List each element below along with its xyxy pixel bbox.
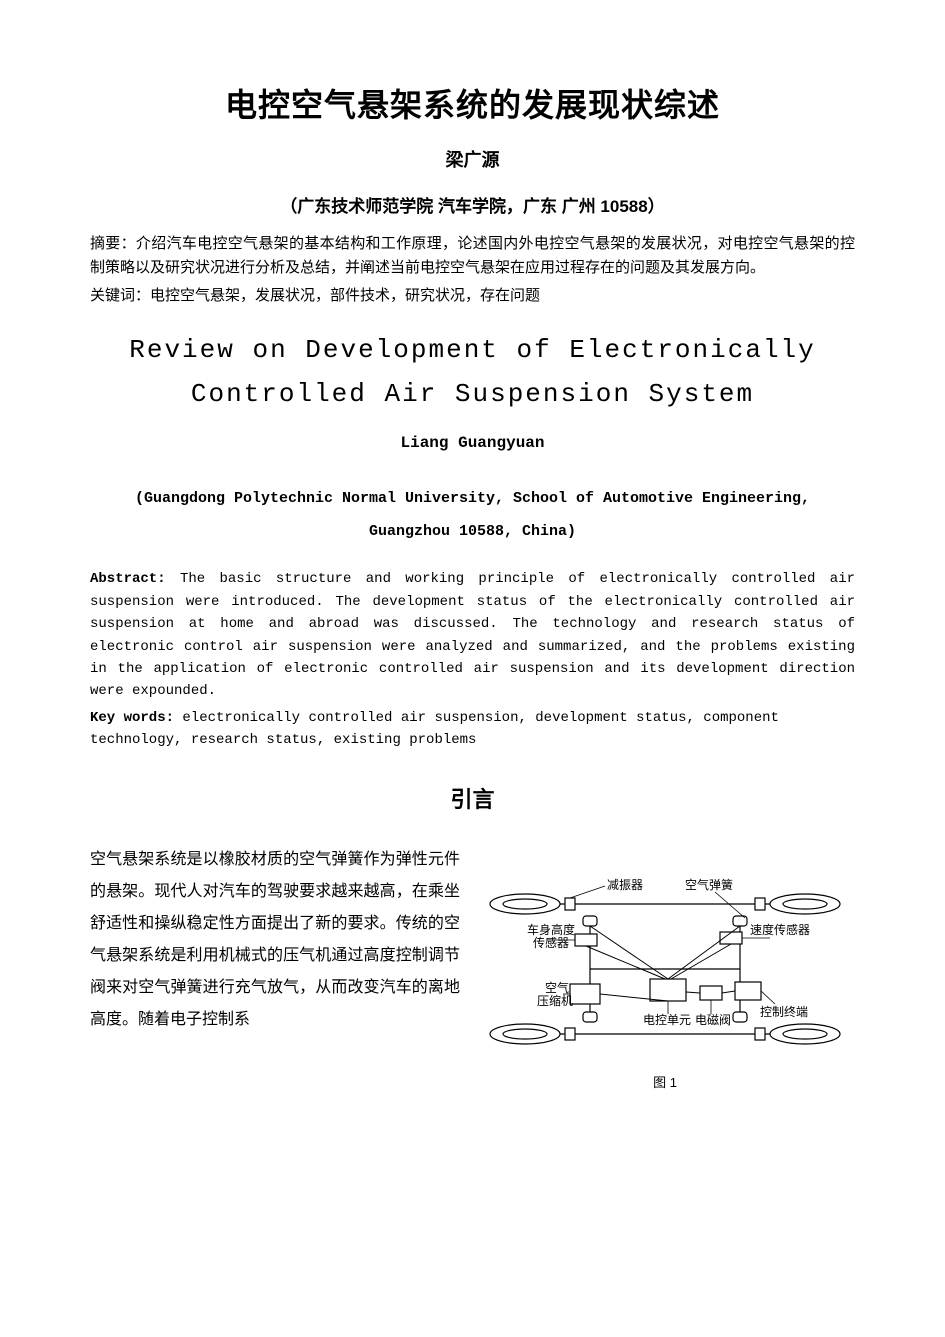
abstract-cn-text: 介绍汽车电控空气悬架的基本结构和工作原理，论述国内外电控空气悬架的发展状况，对电… — [90, 236, 855, 276]
abstract-en-label: Abstract: — [90, 571, 166, 587]
abstract-en: Abstract: The basic structure and workin… — [90, 568, 855, 702]
title-en: Review on Development of Electronically … — [90, 328, 855, 416]
affiliation-en: (Guangdong Polytechnic Normal University… — [90, 482, 855, 548]
abstract-cn: 摘要：介绍汽车电控空气悬架的基本结构和工作原理，论述国内外电控空气悬架的发展状况… — [90, 232, 855, 280]
author-cn: 梁广源 — [90, 146, 855, 172]
section-heading-intro: 引言 — [90, 782, 855, 814]
author-en: Liang Guangyuan — [90, 434, 855, 452]
label-compressor-l1: 空气 — [545, 980, 569, 995]
label-ecu: 电控单元 — [643, 1013, 691, 1027]
label-speed-sensor: 速度传感器 — [750, 922, 810, 937]
label-terminal: 控制终端 — [760, 1004, 808, 1019]
label-damper: 减振器 — [607, 878, 643, 892]
body-content: 减振器 空气弹簧 车身高度 传感器 速度传感器 空气 压缩机 电控单元 — [90, 844, 855, 1091]
label-height-sensor-l1: 车身高度 — [527, 922, 575, 937]
label-compressor-l2: 压缩机 — [537, 993, 573, 1008]
keywords-en: Key words: electronically controlled air… — [90, 707, 855, 752]
title-cn: 电控空气悬架系统的发展现状综述 — [90, 80, 855, 126]
keywords-cn-label: 关键词： — [90, 288, 150, 304]
figure-1-caption: 图 1 — [475, 1072, 855, 1091]
abstract-en-text: The basic structure and working principl… — [90, 571, 855, 699]
keywords-en-text: electronically controlled air suspension… — [90, 710, 779, 748]
suspension-diagram-svg: 减振器 空气弹簧 车身高度 传感器 速度传感器 空气 压缩机 电控单元 — [475, 874, 855, 1064]
label-height-sensor-l2: 传感器 — [533, 935, 569, 950]
keywords-en-label: Key words: — [90, 710, 174, 726]
affiliation-cn: （广东技术师范学院 汽车学院，广东 广州 10588） — [90, 192, 855, 217]
keywords-cn-text: 电控空气悬架，发展状况，部件技术，研究状况，存在问题 — [150, 288, 540, 304]
figure-1: 减振器 空气弹簧 车身高度 传感器 速度传感器 空气 压缩机 电控单元 — [475, 874, 855, 1091]
label-air-spring: 空气弹簧 — [685, 877, 733, 892]
label-solenoid: 电磁阀 — [695, 1012, 731, 1027]
keywords-cn: 关键词：电控空气悬架，发展状况，部件技术，研究状况，存在问题 — [90, 284, 855, 308]
abstract-cn-label: 摘要： — [90, 236, 136, 252]
